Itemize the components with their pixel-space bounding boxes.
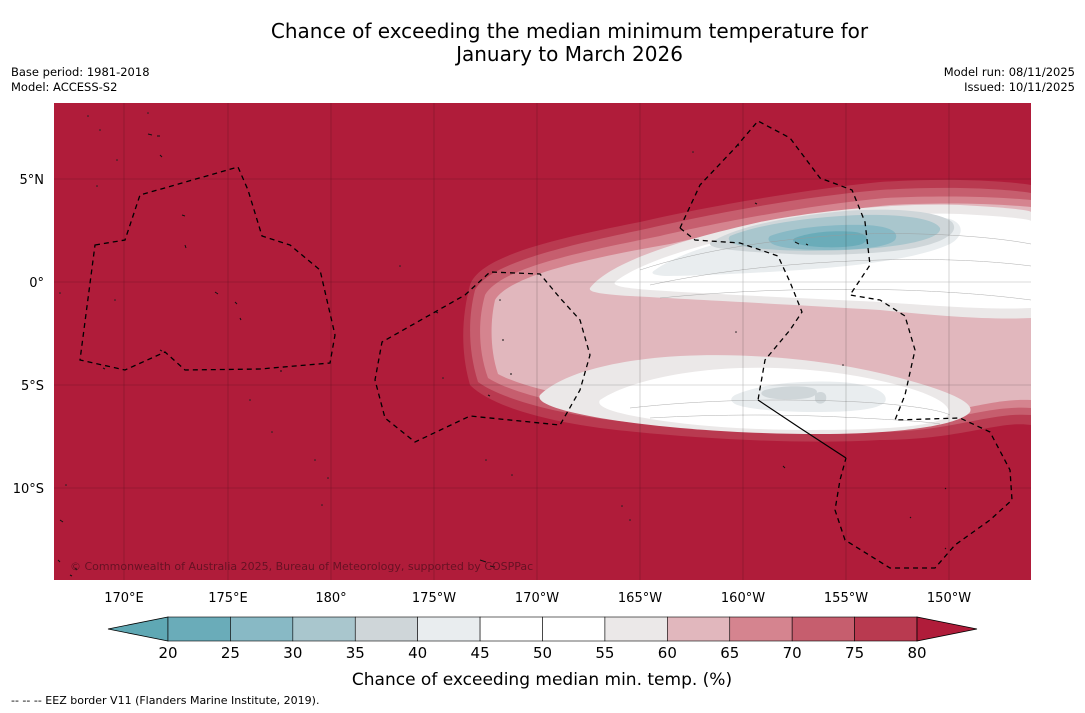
graticule — [54, 103, 1031, 580]
colorbar-segment — [791, 616, 855, 642]
colorbar-tick-label: 30 — [283, 644, 302, 662]
eez-footnote: -- -- -- EEZ border V11 (Flanders Marine… — [11, 694, 320, 707]
colorbar-tick-label: 65 — [720, 644, 739, 662]
islands — [57, 133, 947, 577]
eez-phoenix — [374, 271, 591, 443]
contour-lines — [629, 233, 1031, 425]
lat-label-10s: 10°S — [13, 482, 44, 497]
lat-label-5s: 5°S — [21, 379, 44, 394]
lon-label: 170°W — [515, 591, 559, 606]
colorbar-tick-label: 70 — [783, 644, 802, 662]
island-dots — [59, 112, 844, 521]
meta-left: Base period: 1981-2018 Model: ACCESS-S2 — [11, 65, 150, 95]
colorbar-segment — [542, 616, 606, 642]
colorbar-tick-label: 80 — [907, 644, 926, 662]
colorbar-ticks: 20 25 30 35 40 45 50 55 60 65 70 75 80 — [158, 644, 926, 662]
lon-label: 155°W — [824, 591, 868, 606]
lon-label: 180° — [315, 591, 346, 606]
lat-label-0: 0° — [29, 276, 44, 291]
colorbar-tick-label: 45 — [471, 644, 490, 662]
colorbar-segment — [854, 616, 918, 642]
colorbar-tick-label: 60 — [658, 644, 677, 662]
colorbar-segment — [479, 616, 543, 642]
lat-label-5n: 5°N — [20, 173, 45, 188]
base-period: Base period: 1981-2018 — [11, 65, 150, 79]
colorbar-tick-label: 25 — [221, 644, 240, 662]
model-run: Model run: 08/11/2025 — [943, 65, 1075, 79]
colorbar-tick-label: 55 — [595, 644, 614, 662]
lon-label: 150°W — [927, 591, 971, 606]
chart-title: Chance of exceeding the median minimum t… — [0, 20, 1085, 66]
colorbar-segment — [354, 616, 418, 642]
lon-label: 165°W — [618, 591, 662, 606]
lon-label: 175°W — [412, 591, 456, 606]
colorbar-segment — [292, 616, 356, 642]
title-line-1: Chance of exceeding the median minimum t… — [270, 19, 869, 43]
copyright-text: © Commonwealth of Australia 2025, Bureau… — [70, 560, 533, 573]
eez-line-islands — [679, 120, 1013, 569]
lon-labels: 170°E 175°E 180° 175°W 170°W 165°W 160°W… — [104, 591, 971, 606]
title-line-2: January to March 2026 — [456, 42, 683, 66]
colorbar-segment — [667, 616, 731, 642]
map-plot-area: © Commonwealth of Australia 2025, Bureau… — [54, 103, 1031, 580]
issued-date: Issued: 10/11/2025 — [964, 80, 1075, 94]
eez-tuvalu-kiribati-west — [79, 166, 336, 371]
contour-north-20-25 — [793, 231, 867, 248]
meta-right: Model run: 08/11/2025 Issued: 10/11/2025 — [944, 65, 1075, 95]
contour-south-35-40 — [761, 386, 817, 400]
colorbar-extend-high — [916, 616, 978, 642]
lon-label: 160°W — [721, 591, 765, 606]
colorbar-label: Chance of exceeding median min. temp. (%… — [352, 670, 732, 690]
lon-label: 175°E — [208, 591, 248, 606]
colorbar-segment — [729, 616, 793, 642]
colorbar-tick-label: 75 — [845, 644, 864, 662]
colorbar-segment — [417, 616, 481, 642]
colorbar-segment — [167, 616, 231, 642]
colorbar-segment — [230, 616, 294, 642]
contour-south-patch — [814, 392, 827, 404]
lon-label: 170°E — [104, 591, 144, 606]
eez-borders — [79, 120, 1013, 569]
eez-solid-segment — [757, 399, 847, 459]
colorbar-tick-label: 35 — [346, 644, 365, 662]
colorbar-tick-label: 50 — [533, 644, 552, 662]
colorbar-tick-label: 20 — [158, 644, 177, 662]
model-name: Model: ACCESS-S2 — [11, 80, 118, 94]
colorbar-extend-low — [107, 616, 169, 642]
colorbar — [107, 616, 978, 642]
colorbar-segment — [604, 616, 668, 642]
lat-labels: 5°N 0° 5°S 10°S — [13, 173, 44, 497]
colorbar-tick-label: 40 — [408, 644, 427, 662]
